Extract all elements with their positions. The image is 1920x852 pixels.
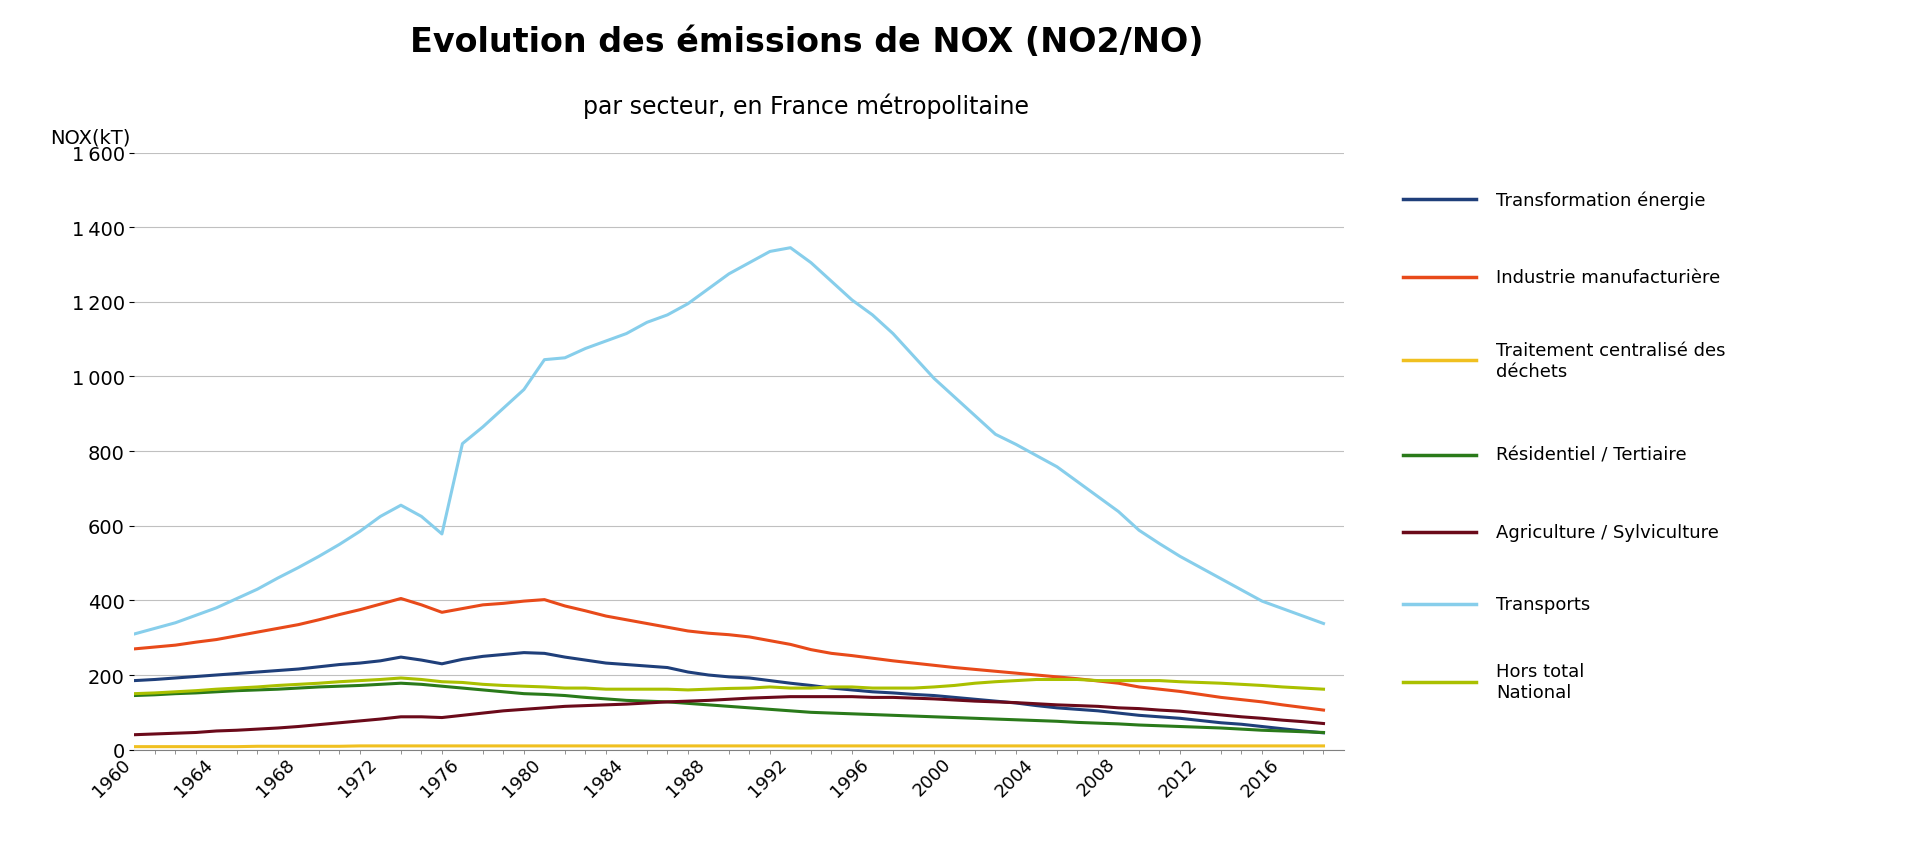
Text: par secteur, en France métropolitaine: par secteur, en France métropolitaine [584,94,1029,119]
Text: Evolution des émissions de NOX (NO2/NO): Evolution des émissions de NOX (NO2/NO) [409,26,1204,59]
Text: Industrie manufacturière: Industrie manufacturière [1496,268,1720,287]
Text: Transformation énergie: Transformation énergie [1496,191,1707,210]
Text: Résidentiel / Tertiaire: Résidentiel / Tertiaire [1496,446,1688,464]
Text: NOX(kT): NOX(kT) [50,129,131,147]
Text: Hors total
National: Hors total National [1496,663,1584,701]
Text: Agriculture / Sylviculture: Agriculture / Sylviculture [1496,523,1718,542]
Text: Transports: Transports [1496,596,1590,613]
Text: Traitement centralisé des
déchets: Traitement centralisé des déchets [1496,342,1726,380]
